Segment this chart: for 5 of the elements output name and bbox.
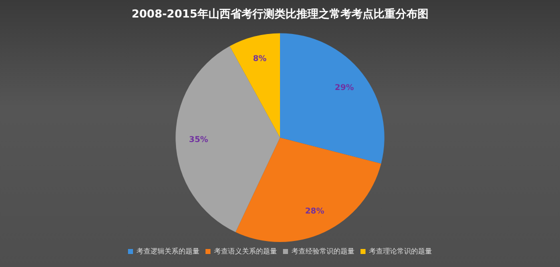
chart-title: 2008-2015年山西省考行测类比推理之常考考点比重分布图 (132, 7, 428, 20)
data-label: 35% (189, 135, 208, 144)
data-label: 28% (305, 206, 324, 216)
data-label: 29% (334, 82, 354, 92)
data-label: 8% (252, 54, 267, 63)
